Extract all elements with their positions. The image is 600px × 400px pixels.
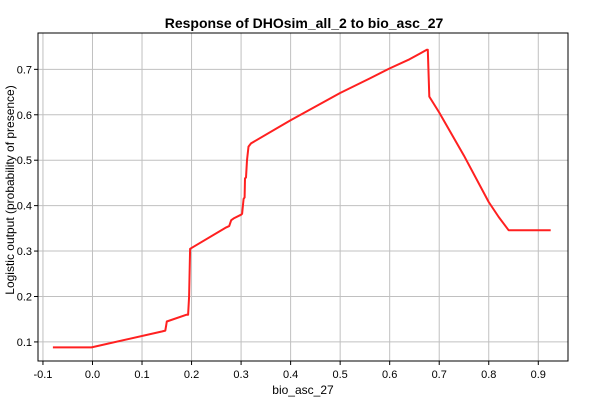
x-tick-label: 0.0: [85, 369, 100, 381]
y-tick-label: 0.5: [17, 155, 32, 167]
y-tick-label: 0.1: [17, 337, 32, 349]
x-tick-label: 0.3: [233, 369, 248, 381]
y-tick-label: 0.7: [17, 64, 32, 76]
series: [52, 48, 551, 349]
x-tick-label: 0.1: [134, 369, 149, 381]
x-tick-label: 0.7: [432, 369, 447, 381]
x-tick-label: 0.9: [531, 369, 546, 381]
grid: [38, 33, 568, 361]
x-tick-label: 0.8: [481, 369, 496, 381]
ticks: -0.1 0.0 0.1 0.2 0.3 0.4 0.5 0.6 0.7 0.8 0.9 0.1 0.2…: [17, 64, 546, 381]
chart-title: Response of DHOsim_all_2 to bio_asc_27: [165, 15, 444, 31]
x-tick-label: 0.2: [184, 369, 199, 381]
y-axis-label: Logistic output (probability of presence…: [3, 85, 17, 294]
x-tick-label: 0.4: [283, 369, 298, 381]
x-tick-label: 0.5: [333, 369, 348, 381]
x-axis-label: bio_asc_27: [272, 383, 334, 397]
x-tick-label: 0.6: [382, 369, 397, 381]
y-tick-label: 0.6: [17, 110, 32, 122]
plot-frame: [37, 32, 569, 362]
y-tick-label: 0.4: [17, 201, 32, 213]
x-tick-label: -0.1: [33, 369, 52, 381]
y-tick-label: 0.3: [17, 246, 32, 258]
y-tick-label: 0.2: [17, 291, 32, 303]
response-curve: [52, 48, 551, 349]
